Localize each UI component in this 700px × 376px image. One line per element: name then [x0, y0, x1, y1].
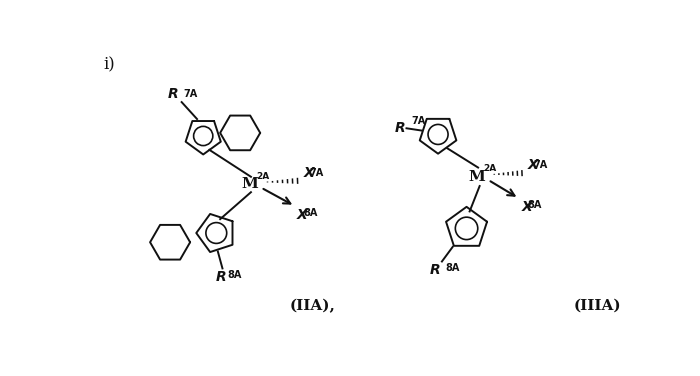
Text: 7A: 7A	[183, 89, 197, 99]
Text: 2A: 2A	[256, 171, 270, 180]
Text: 7A: 7A	[411, 116, 426, 126]
Text: R: R	[216, 270, 226, 284]
Text: 8A: 8A	[227, 270, 242, 280]
Text: 7A: 7A	[533, 160, 548, 170]
Text: (IIIA): (IIIA)	[573, 299, 622, 313]
Text: (IIA),: (IIA),	[290, 299, 335, 313]
Text: 8A: 8A	[446, 263, 460, 273]
Text: 8A: 8A	[527, 200, 542, 210]
Text: R: R	[430, 263, 440, 277]
Text: 7A: 7A	[309, 168, 323, 177]
Text: X: X	[303, 166, 314, 180]
Text: X: X	[522, 200, 532, 214]
Text: R: R	[168, 86, 178, 100]
Text: M: M	[241, 177, 258, 191]
Text: 8A: 8A	[303, 208, 318, 218]
Text: M: M	[469, 170, 486, 184]
Text: X: X	[527, 158, 538, 172]
Text: i): i)	[103, 56, 115, 73]
Text: 2A: 2A	[484, 164, 497, 173]
Text: X: X	[297, 208, 308, 221]
Text: R: R	[394, 121, 405, 135]
